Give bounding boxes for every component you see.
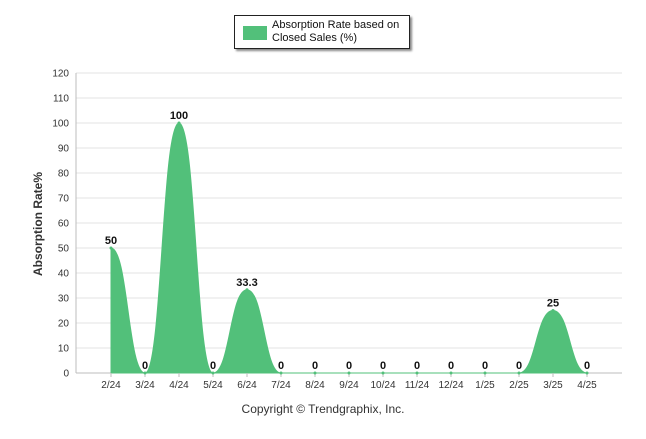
x-tick-label: 3/25: [543, 380, 563, 391]
data-point: [449, 371, 453, 375]
data-point: [381, 371, 385, 375]
x-tick-label: 8/24: [305, 380, 325, 391]
data-label: 33.3: [236, 277, 257, 289]
y-tick-label: 70: [58, 194, 70, 205]
x-tick-label: 5/24: [203, 380, 223, 391]
y-tick-label: 40: [58, 269, 70, 280]
y-tick-label: 30: [58, 294, 70, 305]
data-point: [415, 371, 419, 375]
x-tick-label: 6/24: [237, 380, 257, 391]
y-tick-label: 20: [58, 319, 70, 330]
data-point: [551, 309, 555, 312]
data-label: 0: [346, 360, 352, 372]
data-label: 0: [414, 360, 420, 372]
x-tick-label: 3/24: [135, 380, 155, 391]
legend: Absorption Rate based on Closed Sales (%…: [234, 15, 410, 49]
data-point: [279, 371, 283, 375]
x-tick-label: 7/24: [271, 380, 291, 391]
y-tick-label: 50: [58, 244, 70, 255]
data-point: [245, 288, 249, 292]
data-point: [585, 371, 589, 375]
data-label: 0: [482, 360, 488, 372]
data-point: [143, 371, 147, 375]
y-axis-title: Absorption Rate%: [31, 171, 45, 277]
x-tick-label: 11/24: [405, 380, 430, 391]
y-tick-label: 0: [63, 369, 69, 380]
data-label: 25: [547, 298, 559, 310]
data-label: 0: [278, 360, 284, 372]
copyright-footer: Copyright © Trendgraphix, Inc.: [241, 402, 405, 416]
data-point: [347, 371, 351, 375]
x-tick-label: 2/25: [509, 380, 529, 391]
x-tick-label: 12/24: [438, 380, 463, 391]
data-label: 0: [312, 360, 318, 372]
y-tick-label: 120: [52, 69, 69, 80]
y-tick-label: 80: [58, 169, 70, 180]
data-label: 0: [210, 360, 216, 372]
data-point: [313, 371, 317, 375]
x-tick-label: 1/25: [475, 380, 495, 391]
x-tick-label: 4/24: [169, 380, 189, 391]
data-label: 0: [142, 360, 148, 372]
data-label: 0: [380, 360, 386, 372]
y-tick-label: 90: [58, 144, 70, 155]
y-tick-label: 60: [58, 219, 70, 230]
data-label: 50: [105, 235, 117, 247]
data-point: [211, 371, 215, 375]
data-point: [483, 371, 487, 375]
data-point: [109, 246, 113, 250]
x-tick-label: 4/25: [577, 380, 597, 391]
data-label: 100: [170, 110, 188, 122]
legend-swatch: [243, 26, 267, 40]
x-tick-label: 2/24: [101, 380, 121, 391]
x-tick-label: 10/24: [370, 380, 395, 391]
data-label: 0: [584, 360, 590, 372]
y-tick-label: 10: [58, 344, 70, 355]
data-label: 0: [448, 360, 454, 372]
data-point: [177, 121, 181, 125]
series-area: [110, 122, 588, 374]
y-tick-label: 110: [53, 94, 69, 105]
y-tick-label: 100: [52, 119, 69, 130]
data-label: 0: [516, 360, 522, 372]
data-point: [517, 371, 521, 375]
x-tick-label: 9/24: [339, 380, 359, 391]
legend-label: Absorption Rate based on Closed Sales (%…: [272, 19, 400, 44]
